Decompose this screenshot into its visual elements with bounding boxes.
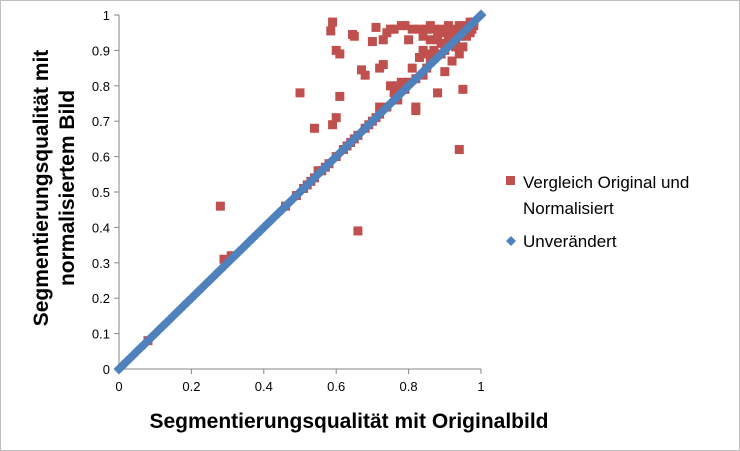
data-point-vergleich — [367, 37, 377, 47]
data-point-vergleich — [331, 113, 341, 123]
x-tick-label: 0.8 — [400, 379, 418, 394]
y-axis-title-line-1: Segmentierungsqualität mit — [30, 50, 53, 327]
data-point-vergleich — [360, 70, 370, 80]
y-tick-label: 0 — [103, 362, 110, 377]
legend: Vergleich Original und Normalisiert Unve… — [506, 173, 689, 251]
data-point-vergleich — [378, 35, 388, 45]
data-point-unveraendert — [120, 356, 132, 368]
data-point-vergleich — [375, 102, 385, 112]
x-tick-label: 0.2 — [182, 379, 200, 394]
data-point-vergleich — [433, 88, 443, 98]
y-tick-label: 0.2 — [92, 291, 110, 306]
x-tick-label: 1 — [477, 379, 484, 394]
data-point-vergleich — [429, 45, 439, 55]
data-point-unveraendert — [475, 9, 487, 21]
data-point-vergleich — [396, 77, 406, 87]
legend-marker-unveraendert — [506, 236, 516, 246]
y-axis-title: Segmentierungsqualität mit normalisierte… — [30, 50, 79, 327]
data-point-vergleich — [451, 42, 461, 52]
data-point-vergleich — [418, 31, 428, 41]
data-point-vergleich — [349, 31, 359, 41]
y-tick-label: 0.9 — [92, 43, 110, 58]
y-tick-label: 0.5 — [92, 185, 110, 200]
y-tick-label: 0.7 — [92, 114, 110, 129]
data-point-vergleich — [400, 21, 410, 31]
data-point-vergleich — [378, 60, 388, 70]
y-axis-ticks: 0 0.1 0.2 0.3 0.4 0.5 0.6 0.7 0.8 0.9 1 — [92, 8, 119, 377]
data-point-vergleich — [389, 88, 399, 98]
data-point-vergleich — [440, 28, 450, 38]
data-point-vergleich — [389, 24, 399, 34]
data-point-vergleich — [411, 106, 421, 116]
data-point-vergleich — [404, 35, 414, 45]
x-tick-label: 0.6 — [327, 379, 345, 394]
x-axis-title: Segmentierungsqualität mit Originalbild — [149, 410, 548, 433]
data-point-vergleich — [422, 49, 432, 59]
data-point-vergleich — [328, 120, 338, 130]
data-point-vergleich — [407, 63, 417, 73]
legend-marker-vergleich — [506, 176, 515, 185]
y-tick-label: 0.4 — [92, 220, 110, 235]
y-tick-label: 0.1 — [92, 327, 110, 342]
data-point-vergleich — [440, 67, 450, 77]
x-axis-ticks: 0 0.2 0.4 0.6 0.8 1 — [115, 369, 485, 394]
data-point-vergleich — [436, 38, 446, 48]
y-tick-label: 0.3 — [92, 256, 110, 271]
data-point-vergleich — [458, 42, 468, 52]
y-axis-title-line-2: normalisiertem Bild — [56, 90, 79, 286]
y-tick-label: 0.6 — [92, 150, 110, 165]
data-point-vergleich — [371, 22, 381, 32]
data-point-vergleich — [309, 123, 319, 133]
data-point-vergleich — [295, 88, 305, 98]
data-point-vergleich — [458, 84, 468, 94]
data-point-vergleich — [414, 24, 424, 34]
data-point-vergleich — [447, 56, 457, 66]
data-point-vergleich — [335, 91, 345, 101]
data-point-vergleich — [386, 81, 395, 91]
x-tick-label: 0 — [115, 379, 122, 394]
data-point-vergleich — [219, 254, 229, 264]
data-point-vergleich — [407, 24, 417, 34]
x-tick-label: 0.4 — [255, 379, 273, 394]
data-point-vergleich — [353, 226, 363, 236]
data-point-vergleich — [454, 49, 464, 59]
data-point-vergleich — [357, 65, 367, 75]
data-point-vergleich — [414, 52, 424, 62]
legend-label-unveraendert: Unverändert — [523, 232, 617, 251]
legend-label-vergleich-line-1: Vergleich Original und — [523, 173, 689, 192]
data-point-vergleich — [215, 201, 225, 211]
y-tick-label: 0.8 — [92, 79, 110, 94]
data-point-vergleich — [326, 26, 336, 36]
legend-label-vergleich-line-2: Normalisiert — [523, 199, 614, 218]
data-point-vergleich — [454, 145, 464, 155]
data-point-unveraendert — [471, 13, 483, 25]
data-point-vergleich — [335, 49, 345, 59]
data-point-vergleich — [425, 35, 435, 45]
data-point-vergleich — [328, 17, 338, 27]
y-tick-label: 1 — [103, 8, 110, 23]
series-unveraendert-points — [113, 9, 487, 375]
